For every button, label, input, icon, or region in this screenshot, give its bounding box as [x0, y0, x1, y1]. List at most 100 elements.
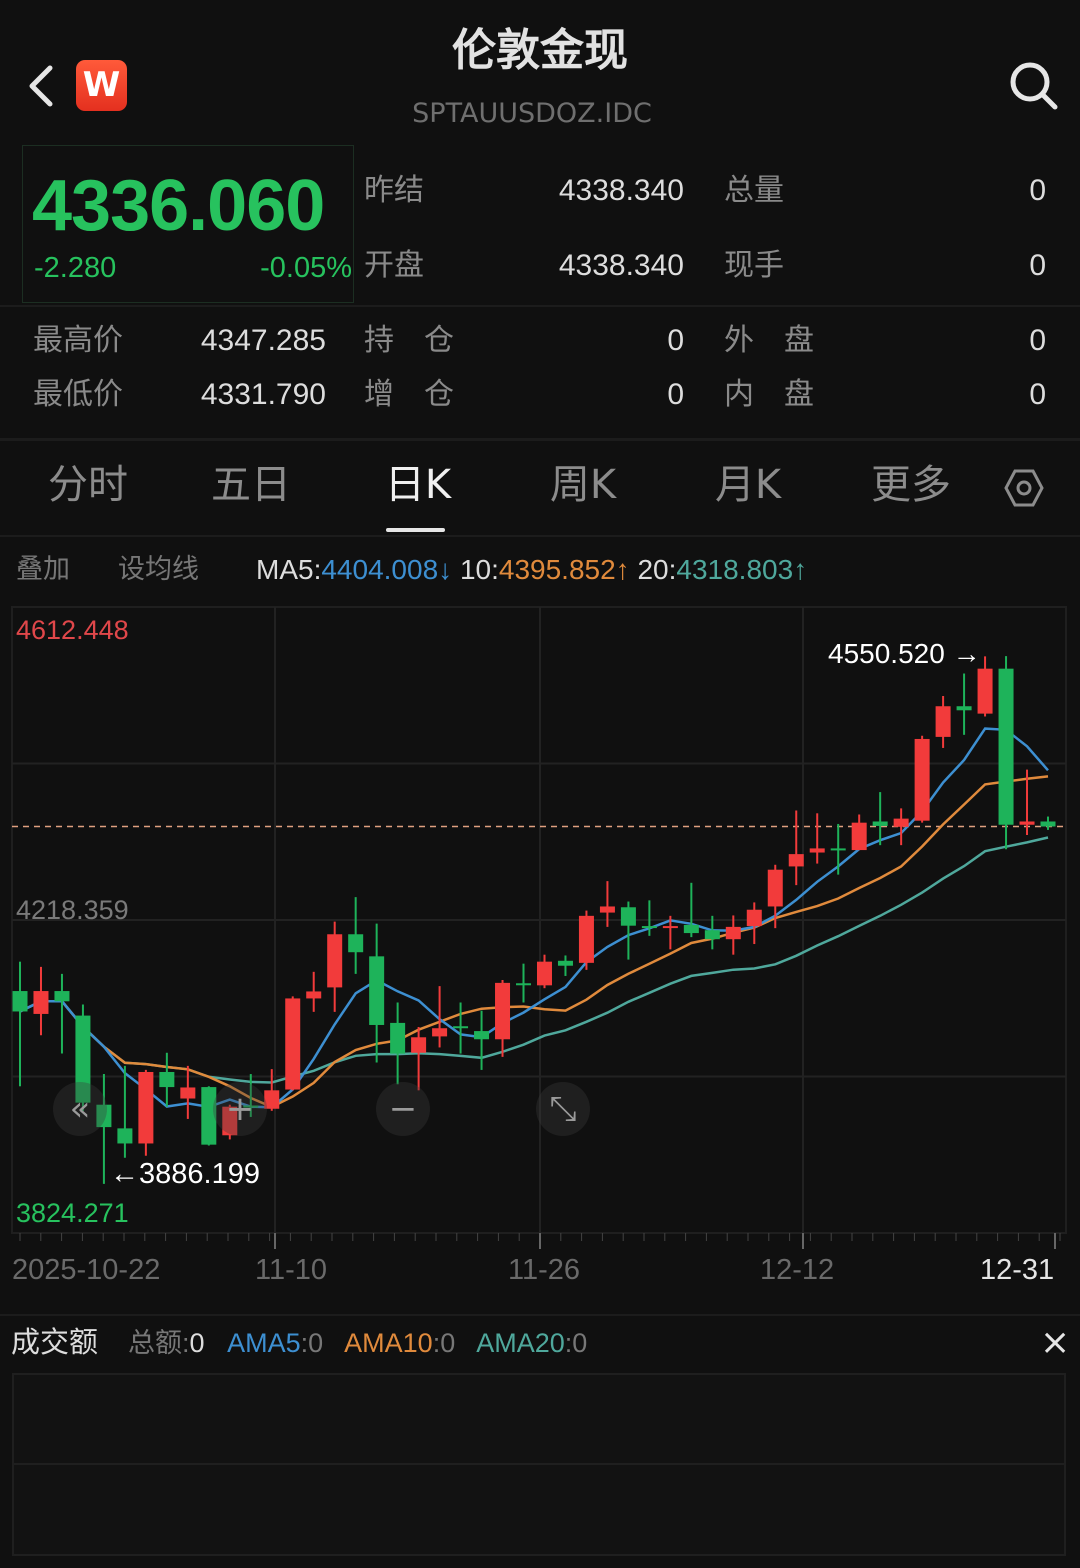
prev-settle-label: 昨结 — [364, 173, 424, 208]
x-tick-label: 2025-10-22 — [12, 1254, 161, 1286]
outer-volume-value: 0 — [1029, 324, 1046, 357]
candle-down — [201, 1087, 217, 1145]
price-change: -2.280 — [34, 252, 117, 284]
y-min-label: 3824.271 — [16, 1198, 129, 1228]
ama10-label: AMA10 — [344, 1328, 433, 1358]
x-tick-label: 11-10 — [255, 1254, 328, 1286]
candle-down — [453, 1026, 469, 1029]
inner-volume-value: 0 — [1029, 378, 1046, 411]
ma5-down-arrow-icon: ↓ — [438, 554, 453, 585]
ma-legend: MA5:4404.008↓ 10:4395.852↑ 20:4318.803↑ — [256, 554, 807, 586]
candle-up — [851, 822, 867, 851]
low-value: 4331.790 — [200, 378, 326, 411]
tab-weekly-k[interactable]: 周K — [549, 462, 617, 508]
prev-settle-value: 4338.340 — [558, 174, 684, 207]
instrument-code: SPTAUUSDOZ.IDC — [412, 98, 652, 129]
candle-up — [222, 1106, 238, 1136]
active-tab-indicator — [386, 528, 445, 532]
settings-icon[interactable] — [1004, 468, 1044, 508]
ma5-line — [19, 727, 1049, 1109]
candle-down — [243, 1105, 259, 1108]
ma20-up-arrow-icon: ↑ — [793, 554, 808, 585]
tab-monthly-k[interactable]: 月K — [714, 462, 782, 508]
candle-down — [117, 1128, 133, 1144]
tab-more[interactable]: 更多 — [871, 462, 951, 508]
total-amount-label: 总额: — [128, 1328, 190, 1358]
app-logo-icon: W — [76, 60, 127, 111]
candle-up — [767, 869, 783, 907]
y-max-label: 4612.448 — [16, 615, 129, 645]
candle-down — [12, 991, 28, 1012]
candle-up — [264, 1090, 280, 1109]
candle-down — [96, 1104, 112, 1128]
right-arrow-icon: → — [952, 638, 981, 669]
tab-five-day[interactable]: 五日 — [211, 462, 291, 508]
candle-down — [390, 1022, 406, 1054]
oi-change-label: 增 仓 — [364, 377, 454, 412]
divider — [0, 535, 1080, 537]
high-annotation-value: 4550.520 — [828, 638, 945, 669]
candle-down — [704, 930, 720, 940]
divider — [0, 305, 1080, 307]
plus-icon: + — [225, 1089, 255, 1129]
oi-change-value: 0 — [667, 378, 684, 411]
volume-title: 成交额 — [11, 1325, 99, 1359]
candle-up — [536, 961, 552, 986]
open-label: 开盘 — [364, 248, 424, 283]
volume-legend: 总额:0 AMA5:0 AMA10:0 AMA20:0 — [128, 1328, 587, 1359]
inner-volume-label: 内 盘 — [724, 377, 814, 412]
ama20-value: :0 — [564, 1328, 588, 1358]
candle-up — [746, 909, 762, 927]
candle-up — [432, 1028, 448, 1037]
ama10-value: :0 — [432, 1328, 456, 1358]
scroll-left-button[interactable]: « — [53, 1082, 107, 1136]
candle-down — [159, 1071, 175, 1088]
ma20-line — [19, 836, 1049, 1084]
total-amount-value: 0 — [189, 1328, 205, 1358]
price-change-percent: -0.05% — [260, 252, 352, 284]
candle-down — [956, 706, 972, 711]
high-value: 4347.285 — [200, 324, 326, 357]
candle-up — [180, 1087, 196, 1099]
candle-down — [830, 848, 846, 851]
candle-up — [788, 854, 804, 867]
x-tick-label: 11-26 — [508, 1254, 581, 1286]
candle-down — [1040, 821, 1056, 827]
set-ma-button[interactable]: 设均线 — [118, 554, 199, 585]
open-interest-value: 0 — [667, 324, 684, 357]
ma20-value: 4318.803 — [676, 554, 794, 585]
candle-up — [1019, 821, 1035, 825]
candle-up — [578, 915, 594, 963]
candle-up — [306, 991, 322, 999]
expand-icon: ⤡ — [549, 1089, 577, 1129]
low-annotation: ←3886.199 — [110, 1158, 260, 1191]
overlay-button[interactable]: 叠加 — [16, 554, 70, 585]
tab-daily-k[interactable]: 日K — [384, 462, 452, 508]
open-value: 4338.340 — [558, 249, 684, 282]
candle-up — [893, 818, 909, 827]
candlestick-chart[interactable] — [0, 600, 1080, 1250]
candle-up — [138, 1071, 154, 1144]
candle-down — [620, 907, 636, 926]
candle-up — [285, 998, 301, 1090]
candle-up — [495, 982, 511, 1040]
ma10-value: 4395.852 — [498, 554, 616, 585]
ma10-line — [19, 775, 1049, 1109]
zoom-out-button[interactable]: − — [376, 1082, 430, 1136]
ama20-label: AMA20 — [476, 1328, 565, 1358]
y-mid-label: 4218.359 — [16, 895, 129, 925]
volume-gridline — [12, 1463, 1066, 1465]
tab-intraday[interactable]: 分时 — [48, 462, 128, 508]
candle-down — [641, 926, 657, 929]
fullscreen-button[interactable]: ⤡ — [536, 1082, 590, 1136]
close-volume-icon[interactable]: × — [1040, 1322, 1071, 1363]
candle-down — [474, 1031, 490, 1040]
candle-down — [683, 924, 699, 934]
search-icon[interactable] — [1008, 60, 1060, 112]
candle-up — [662, 926, 678, 929]
ma10-label: 10: — [459, 554, 499, 585]
zoom-in-button[interactable]: + — [213, 1082, 267, 1136]
high-label: 最高价 — [33, 323, 123, 358]
back-arrow-icon[interactable] — [26, 64, 56, 108]
ama5-label: AMA5 — [227, 1328, 301, 1358]
